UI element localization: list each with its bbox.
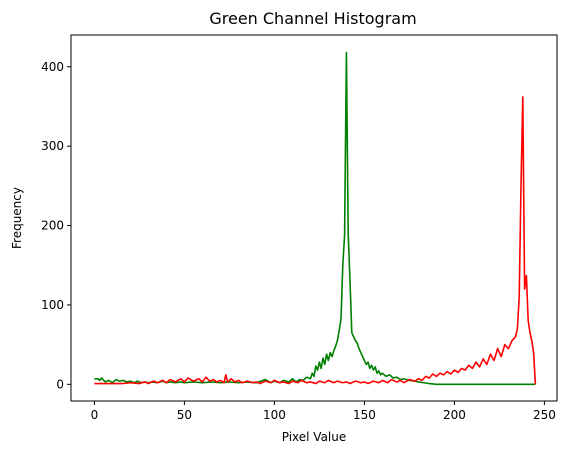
x-axis-ticks: 0 50 100 150 200 250 — [91, 401, 556, 422]
x-tick-label: 50 — [177, 408, 192, 422]
y-tick-label: 300 — [41, 139, 64, 153]
series-line-0 — [94, 51, 536, 386]
plot-frame — [70, 34, 558, 402]
x-axis-label: Pixel Value — [282, 430, 347, 444]
x-tick-label: 0 — [91, 408, 99, 422]
x-tick-label: 100 — [263, 408, 286, 422]
y-tick-label: 200 — [41, 219, 64, 233]
y-tick-label: 400 — [41, 60, 64, 74]
plot-lines — [94, 51, 537, 386]
x-tick-label: 250 — [533, 408, 556, 422]
series-line-1 — [94, 96, 537, 385]
y-tick-label: 100 — [41, 298, 64, 312]
y-tick-label: 0 — [56, 377, 64, 391]
chart-title: Green Channel Histogram — [209, 9, 416, 28]
y-axis-ticks: 0 100 200 300 400 — [41, 60, 71, 391]
x-tick-label: 150 — [353, 408, 376, 422]
y-axis-label: Frequency — [10, 187, 24, 249]
x-tick-label: 200 — [443, 408, 466, 422]
